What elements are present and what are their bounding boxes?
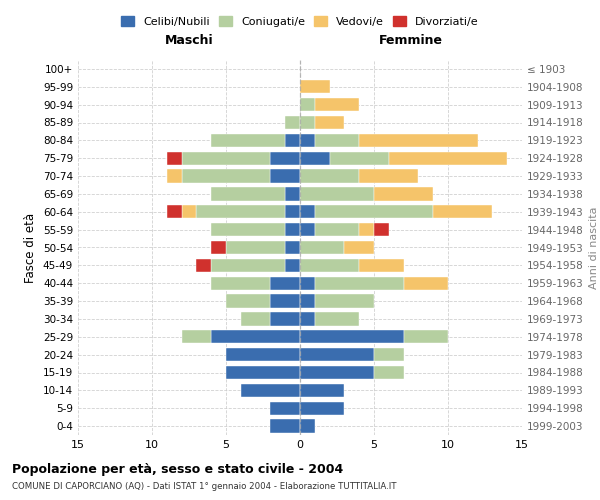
Bar	[315, 276, 404, 290]
Bar	[271, 152, 300, 165]
Bar	[300, 366, 374, 379]
Text: Popolazione per età, sesso e stato civile - 2004: Popolazione per età, sesso e stato civil…	[12, 462, 343, 475]
Bar	[167, 170, 182, 183]
Bar	[344, 241, 374, 254]
Bar	[315, 223, 359, 236]
Bar	[285, 187, 300, 200]
Bar	[211, 330, 300, 344]
Bar	[182, 205, 196, 218]
Bar	[389, 152, 507, 165]
Bar	[211, 276, 271, 290]
Text: Femmine: Femmine	[379, 34, 443, 48]
Bar	[300, 187, 374, 200]
Bar	[433, 205, 493, 218]
Y-axis label: Anni di nascita: Anni di nascita	[589, 206, 599, 289]
Bar	[315, 116, 344, 129]
Bar	[300, 170, 359, 183]
Bar	[315, 312, 359, 326]
Bar	[226, 366, 300, 379]
Bar	[300, 80, 329, 94]
Bar	[182, 170, 271, 183]
Bar	[285, 241, 300, 254]
Bar	[285, 223, 300, 236]
Bar	[271, 420, 300, 433]
Bar	[196, 258, 211, 272]
Bar	[226, 241, 285, 254]
Bar	[300, 330, 404, 344]
Bar	[285, 258, 300, 272]
Bar	[300, 276, 315, 290]
Bar	[404, 276, 448, 290]
Bar	[300, 348, 374, 362]
Bar	[329, 152, 389, 165]
Bar	[271, 294, 300, 308]
Bar	[300, 205, 315, 218]
Bar	[300, 402, 344, 415]
Bar	[196, 205, 285, 218]
Bar	[374, 187, 433, 200]
Bar	[300, 116, 315, 129]
Bar	[241, 312, 271, 326]
Bar	[300, 258, 359, 272]
Bar	[285, 134, 300, 147]
Bar	[300, 98, 315, 112]
Bar	[271, 402, 300, 415]
Bar	[285, 205, 300, 218]
Bar	[359, 170, 418, 183]
Text: COMUNE DI CAPORCIANO (AQ) - Dati ISTAT 1° gennaio 2004 - Elaborazione TUTTITALIA: COMUNE DI CAPORCIANO (AQ) - Dati ISTAT 1…	[12, 482, 397, 491]
Bar	[315, 294, 374, 308]
Bar	[404, 330, 448, 344]
Bar	[300, 223, 315, 236]
Bar	[226, 348, 300, 362]
Bar	[315, 98, 359, 112]
Bar	[285, 116, 300, 129]
Bar	[359, 223, 374, 236]
Bar	[374, 366, 404, 379]
Bar	[167, 152, 182, 165]
Bar	[167, 205, 182, 218]
Bar	[211, 241, 226, 254]
Bar	[300, 384, 344, 397]
Bar	[300, 312, 315, 326]
Legend: Celibi/Nubili, Coniugati/e, Vedovi/e, Divorziati/e: Celibi/Nubili, Coniugati/e, Vedovi/e, Di…	[118, 13, 482, 30]
Bar	[374, 223, 389, 236]
Text: Maschi: Maschi	[164, 34, 214, 48]
Bar	[300, 294, 315, 308]
Bar	[271, 170, 300, 183]
Bar	[211, 134, 285, 147]
Bar	[315, 205, 433, 218]
Bar	[300, 134, 315, 147]
Bar	[300, 420, 315, 433]
Bar	[374, 348, 404, 362]
Bar	[211, 187, 285, 200]
Bar	[300, 241, 344, 254]
Bar	[271, 312, 300, 326]
Bar	[271, 276, 300, 290]
Bar	[315, 134, 359, 147]
Bar	[359, 134, 478, 147]
Bar	[241, 384, 300, 397]
Bar	[300, 152, 329, 165]
Bar	[226, 294, 271, 308]
Bar	[359, 258, 404, 272]
Bar	[182, 330, 211, 344]
Bar	[182, 152, 271, 165]
Bar	[211, 223, 285, 236]
Y-axis label: Fasce di età: Fasce di età	[25, 212, 37, 282]
Bar	[211, 258, 285, 272]
